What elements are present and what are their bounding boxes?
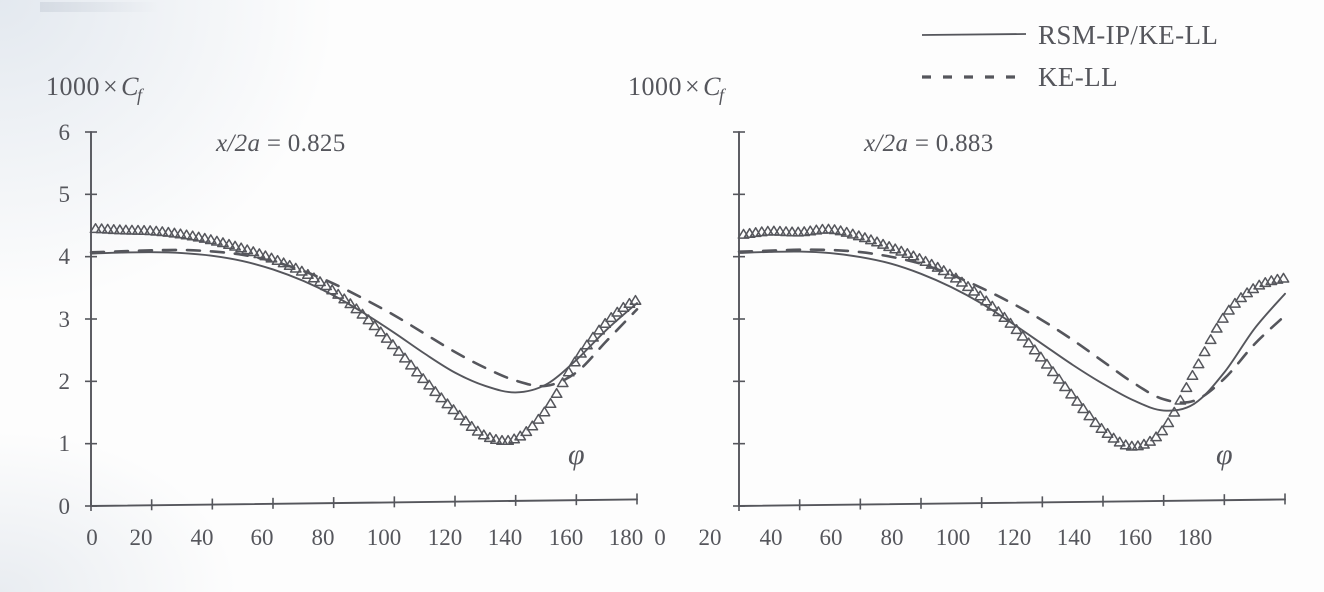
- legend-solid-line-sample: [920, 28, 1028, 42]
- x-tick-label-0: 0: [86, 525, 98, 550]
- x-tick-label-120: 120: [996, 525, 1032, 550]
- y-tick-label-6: 6: [58, 120, 71, 145]
- y-tick-label-1: 1: [58, 431, 71, 456]
- plot-panel-left: 1000 × Cf x/2a = 0.825 φ 6 5 4 3 2 1 0 0 2…: [0, 0, 660, 592]
- x-tick-label-140: 140: [487, 525, 523, 550]
- legend-entry-kell: KE-LL: [920, 56, 1320, 98]
- x-tick-label-160: 160: [548, 525, 584, 550]
- legend-label-rsm: RSM-IP/KE-LL: [1038, 19, 1219, 50]
- x-tick-label-120: 120: [427, 525, 463, 550]
- x-tick-label-40: 40: [190, 525, 214, 550]
- x-tick-label-0: 0: [654, 525, 666, 550]
- x-axis-label-left: φ: [568, 438, 585, 471]
- x-tick-label-80: 80: [880, 525, 904, 550]
- legend-entry-rsm: RSM-IP/KE-LL: [920, 14, 1320, 56]
- x-tick-label-180: 180: [1177, 525, 1213, 550]
- y-axis-label-prefix: 1000: [46, 72, 100, 101]
- x-tick-label-140: 140: [1056, 525, 1092, 550]
- y-axis-label-subscript: f: [719, 85, 725, 106]
- legend-dashed-line-sample: [920, 70, 1028, 84]
- legend-label-kell: KE-LL: [1038, 61, 1118, 92]
- plot-title-variable: x/2a: [216, 130, 261, 157]
- x-tick-label-40: 40: [759, 525, 783, 550]
- y-axis-label-times: ×: [103, 72, 119, 101]
- plot-title-left: x/2a = 0.825: [216, 130, 346, 157]
- x-tick-label-20: 20: [129, 525, 153, 550]
- y-axis-label-symbol: C: [121, 72, 140, 101]
- plot-title-value: 0.825: [287, 130, 346, 157]
- plot-canvas-right: [733, 131, 1290, 511]
- y-axis-label-right: 1000 × Cf: [628, 72, 725, 106]
- x-tick-label-80: 80: [311, 525, 335, 550]
- x-tick-label-180: 180: [608, 525, 644, 550]
- plot-title-right: x/2a = 0.883: [864, 130, 994, 157]
- y-axis-label-prefix: 1000: [628, 72, 682, 101]
- plot-title-variable: x/2a: [864, 130, 909, 157]
- x-tick-label-100: 100: [935, 525, 971, 550]
- y-axis-label-times: ×: [685, 72, 701, 101]
- y-tick-label-3: 3: [58, 307, 71, 332]
- x-tick-label-20: 20: [698, 525, 722, 550]
- plot-panel-right: 1000 × Cf x/2a = 0.883 φ 0 20 40 60 80 100…: [628, 0, 1308, 592]
- x-tick-label-60: 60: [250, 525, 274, 550]
- plot-title-value: 0.883: [935, 130, 994, 157]
- y-axis-label-symbol: C: [703, 72, 722, 101]
- legend: RSM-IP/KE-LL KE-LL: [920, 14, 1320, 98]
- y-axis-label-left: 1000 × Cf: [46, 72, 143, 106]
- x-axis-label-right: φ: [1216, 438, 1233, 471]
- x-tick-label-160: 160: [1117, 525, 1153, 550]
- plot-canvas-left: [85, 131, 642, 511]
- y-tick-label-5: 5: [58, 182, 71, 207]
- y-tick-label-2: 2: [58, 369, 71, 394]
- x-tick-label-100: 100: [366, 525, 402, 550]
- y-tick-label-0: 0: [58, 494, 71, 519]
- y-tick-label-4: 4: [58, 244, 71, 269]
- y-axis-label-subscript: f: [137, 85, 143, 106]
- x-tick-label-60: 60: [819, 525, 843, 550]
